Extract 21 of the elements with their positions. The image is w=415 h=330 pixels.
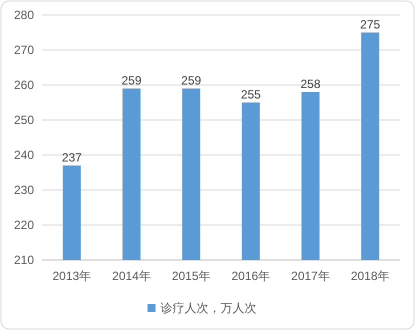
data-label: 275 — [360, 18, 380, 32]
data-label: 259 — [121, 74, 142, 88]
y-tick-label: 260 — [14, 78, 34, 92]
data-label: 237 — [62, 150, 82, 164]
y-tick-label: 220 — [14, 218, 34, 232]
y-tick-label: 270 — [14, 43, 34, 57]
x-tick-label: 2014年 — [112, 269, 151, 283]
y-tick-label: 230 — [14, 183, 34, 197]
x-tick-label: 2016年 — [231, 269, 270, 283]
legend-label: 诊疗人次，万人次 — [160, 301, 256, 315]
x-tick-label: 2018年 — [350, 269, 390, 283]
y-tick-label: 280 — [14, 8, 34, 22]
data-label: 259 — [181, 74, 202, 88]
y-tick-label: 210 — [14, 253, 34, 267]
y-tick-label: 250 — [14, 113, 34, 127]
data-label: 258 — [300, 77, 321, 91]
y-tick-label: 240 — [14, 148, 34, 162]
x-tick-label: 2017年 — [291, 269, 330, 283]
data-label: 255 — [240, 88, 262, 102]
x-tick-label: 2013年 — [52, 269, 92, 283]
x-tick-label: 2015年 — [172, 269, 211, 283]
